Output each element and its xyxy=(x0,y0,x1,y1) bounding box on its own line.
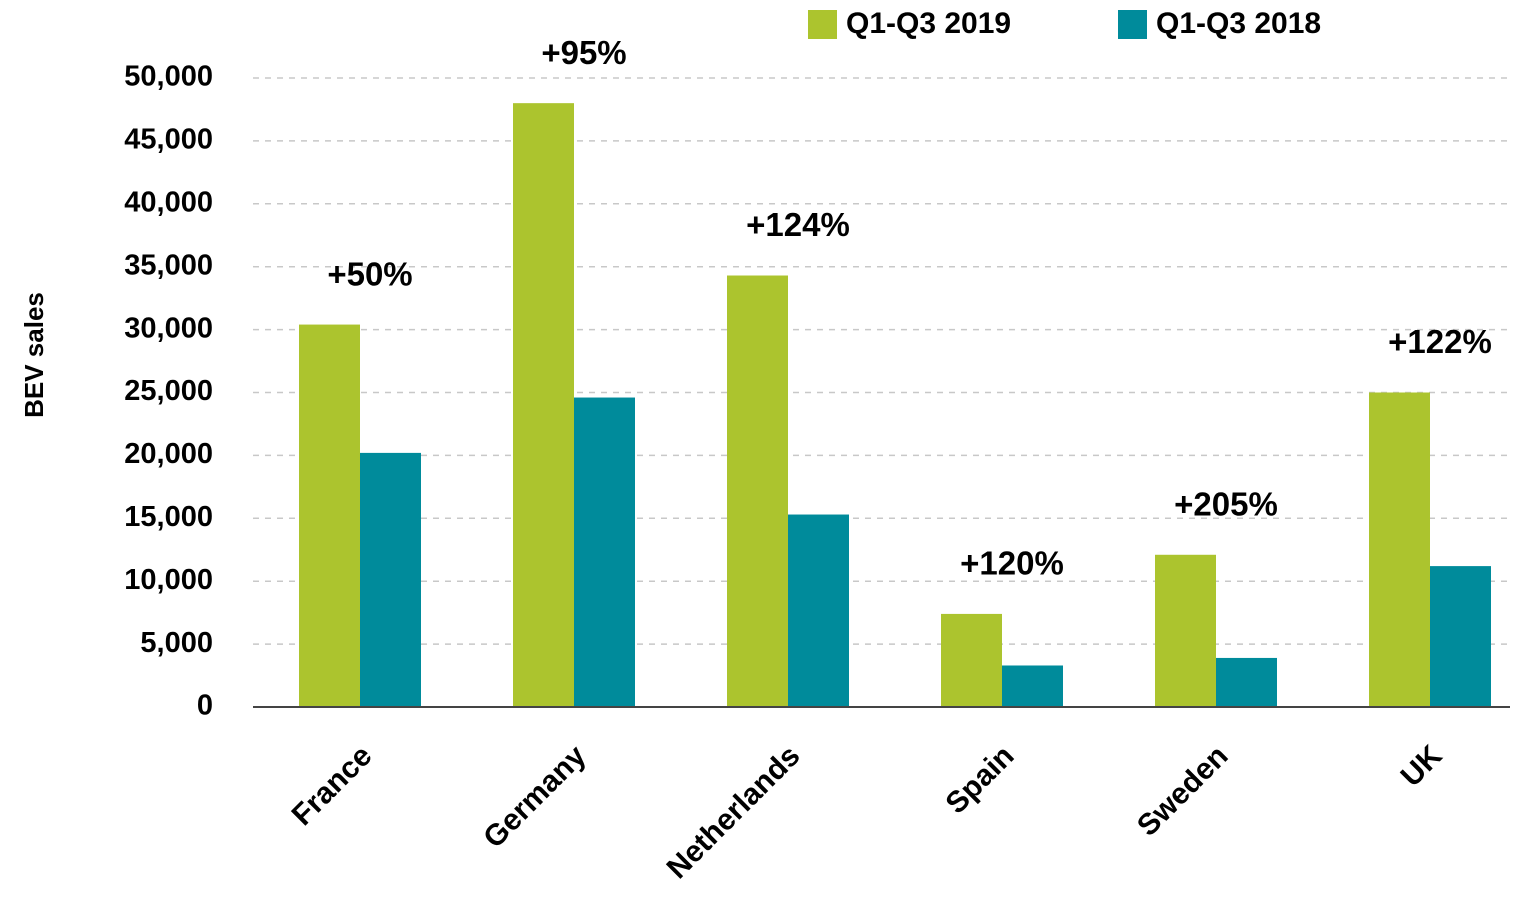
bar xyxy=(360,452,421,707)
legend-label: Q1-Q3 2018 xyxy=(1156,7,1321,40)
bar xyxy=(1155,554,1216,707)
bar xyxy=(513,103,574,707)
y-tick-label: 15,000 xyxy=(124,501,213,533)
y-tick-label: 30,000 xyxy=(124,312,213,344)
y-tick-label: 40,000 xyxy=(124,186,213,218)
annotation: +120% xyxy=(960,545,1064,582)
y-tick-label: 35,000 xyxy=(124,249,213,281)
x-tick-label: Germany xyxy=(477,739,593,855)
bar xyxy=(1430,566,1491,707)
legend-swatch xyxy=(1118,10,1147,39)
bar xyxy=(1002,665,1063,707)
bar xyxy=(1369,392,1430,707)
x-tick-label: UK xyxy=(1395,739,1449,793)
bar xyxy=(727,275,788,707)
bar xyxy=(574,397,635,707)
y-tick-label: 50,000 xyxy=(124,61,213,93)
y-tick-label: 5,000 xyxy=(140,627,213,659)
y-tick-label: 25,000 xyxy=(124,375,213,407)
bar xyxy=(1216,657,1277,707)
legend-label: Q1-Q3 2019 xyxy=(846,7,1011,40)
y-axis-title: BEV sales xyxy=(19,292,49,418)
x-tick-label: France xyxy=(286,739,379,832)
y-tick-label: 20,000 xyxy=(124,438,213,470)
x-tick-label: Sweden xyxy=(1131,739,1235,843)
bar xyxy=(788,514,849,707)
annotation: +50% xyxy=(327,255,412,292)
y-tick-label: 10,000 xyxy=(124,564,213,596)
annotation: +95% xyxy=(541,34,626,71)
y-tick-label: 0 xyxy=(197,690,213,722)
y-tick-label: 45,000 xyxy=(124,124,213,156)
annotation: +122% xyxy=(1388,323,1492,360)
annotation: +205% xyxy=(1174,486,1278,523)
x-tick-label: Spain xyxy=(939,739,1020,820)
x-tick-label: Netherlands xyxy=(661,739,807,885)
bar xyxy=(941,613,1002,707)
annotation: +124% xyxy=(746,206,850,243)
bar xyxy=(299,324,360,707)
legend-swatch xyxy=(808,10,837,39)
